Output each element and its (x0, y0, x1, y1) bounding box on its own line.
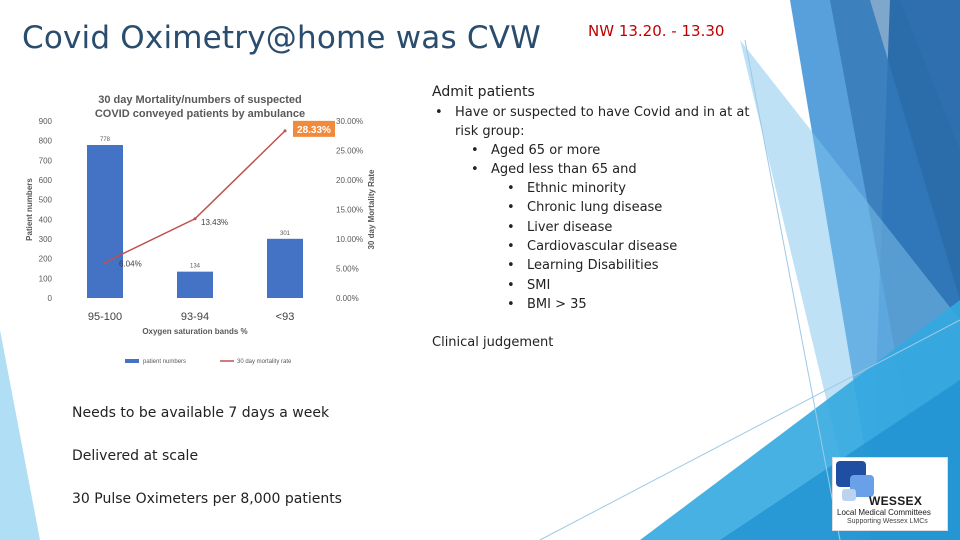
y-tick-label: 500 (39, 196, 53, 205)
bar-data-label: 778 (100, 137, 111, 143)
legend-swatch-bar (125, 359, 139, 363)
y-tick-label: 400 (39, 215, 53, 224)
mortality-rate-point (193, 217, 197, 221)
mortality-rate-point (103, 260, 107, 264)
logo-name: WESSEX (869, 494, 923, 508)
bullet: • (435, 105, 443, 120)
logo-subtitle: Local Medical Committees (837, 508, 931, 517)
condition-text: Liver disease (527, 219, 613, 235)
y-tick-label: 200 (39, 255, 53, 264)
chart-title: 30 day Mortality/numbers of suspected (98, 94, 302, 106)
sub-criterion: • Aged less than 65 and (471, 162, 637, 177)
y-tick-label: 0 (48, 294, 53, 303)
bar-data-label: 134 (190, 264, 201, 270)
bar-93-94 (177, 271, 213, 298)
clinical-judgement: Clinical judgement (432, 335, 554, 350)
bullet: • (507, 277, 515, 293)
condition-item: • Ethnic minority (507, 181, 626, 196)
condition-text: Chronic lung disease (527, 200, 663, 216)
availability-note: Needs to be available 7 days a week (72, 405, 330, 421)
logo-square-icon (850, 475, 874, 497)
deco-line (539, 319, 960, 540)
legend-label: patient numbers (143, 359, 186, 365)
condition-text: BMI > 35 (527, 296, 587, 312)
wessex-lmc-logo: WESSEX Local Medical Committees Supporti… (832, 457, 948, 531)
condition-text: Ethnic minority (527, 181, 626, 196)
deco-line (744, 39, 841, 540)
condition-text: Cardiovascular disease (527, 238, 678, 254)
criteria-text: Have or suspected to have Covid and in a… (455, 105, 750, 120)
condition-text: SMI (527, 277, 551, 293)
bullet: • (507, 181, 515, 196)
condition-item: • Chronic lung disease (507, 200, 663, 216)
mortality-rate-point (283, 129, 287, 133)
sub-criterion: • Aged 65 or more (471, 143, 601, 158)
line-data-label: 6.04% (119, 259, 142, 268)
y2-tick-label: 5.00% (336, 265, 359, 274)
bullet: • (507, 219, 515, 235)
bar-data-label: 301 (280, 231, 291, 237)
bar-<93 (267, 238, 303, 298)
oximeter-note: 30 Pulse Oximeters per 8,000 patients (72, 491, 342, 507)
sub-criterion-text: Aged 65 or more (491, 143, 601, 158)
slide-title: Covid Oximetry@home was CVW (22, 20, 541, 56)
mortality-chart: 30 day Mortality/numbers of suspected COV… (25, 94, 376, 365)
y2-tick-label: 0.00% (336, 294, 359, 303)
y-axis-label: Patient numbers (25, 178, 34, 241)
bullet: • (507, 200, 515, 216)
bullet: • (507, 296, 515, 312)
sub-criterion-text: Aged less than 65 and (491, 162, 637, 177)
condition-item: • BMI > 35 (507, 296, 587, 312)
y2-tick-label: 10.00% (336, 235, 363, 244)
admit-criteria-line2: risk group: (455, 124, 525, 139)
condition-item: • Learning Disabilities (507, 258, 659, 274)
bullet: • (471, 143, 479, 158)
admit-criteria-line1: • Have or suspected to have Covid and in … (435, 105, 750, 120)
y2-tick-label: 30.00% (336, 117, 363, 126)
y2-tick-label: 15.00% (336, 206, 363, 215)
bullet: • (507, 258, 515, 274)
x-tick-label: 93-94 (181, 311, 209, 323)
x-tick-label: 95-100 (88, 311, 122, 323)
deco-shape-left (0, 330, 40, 540)
condition-text: Learning Disabilities (527, 258, 659, 274)
mortality-rate-line (104, 130, 286, 264)
bar-95-100 (87, 144, 123, 298)
x-tick-label: <93 (276, 311, 295, 323)
y-tick-label: 900 (39, 117, 53, 126)
y-tick-label: 300 (39, 235, 53, 244)
legend-label: 30 day mortality rate (237, 359, 292, 365)
scale-note: Delivered at scale (72, 448, 199, 464)
logo-tagline: Supporting Wessex LMCs (847, 518, 928, 525)
x-axis-label: Oxygen saturation bands % (142, 327, 247, 336)
y-tick-label: 100 (39, 274, 53, 283)
slide-subtitle: NW 13.20. - 13.30 (588, 22, 725, 40)
y-tick-label: 800 (39, 137, 53, 146)
line-data-label: 13.43% (201, 218, 228, 227)
line-data-label: 28.33% (297, 125, 331, 136)
y-tick-label: 600 (39, 176, 53, 185)
y-tick-label: 700 (39, 156, 53, 165)
y2-tick-label: 20.00% (336, 176, 363, 185)
y2-axis-label: 30 day Mortality Rate (367, 169, 376, 250)
bullet: • (507, 238, 515, 254)
admit-heading: Admit patients (432, 84, 535, 100)
logo-square-icon (842, 489, 856, 501)
condition-item: • SMI (507, 277, 551, 293)
bullet: • (471, 162, 479, 177)
y2-tick-label: 25.00% (336, 147, 363, 156)
condition-item: • Cardiovascular disease (507, 238, 678, 254)
highlight-label-box (293, 120, 335, 137)
condition-item: • Liver disease (507, 219, 613, 235)
chart-title: COVID conveyed patients by ambulance (95, 108, 305, 120)
